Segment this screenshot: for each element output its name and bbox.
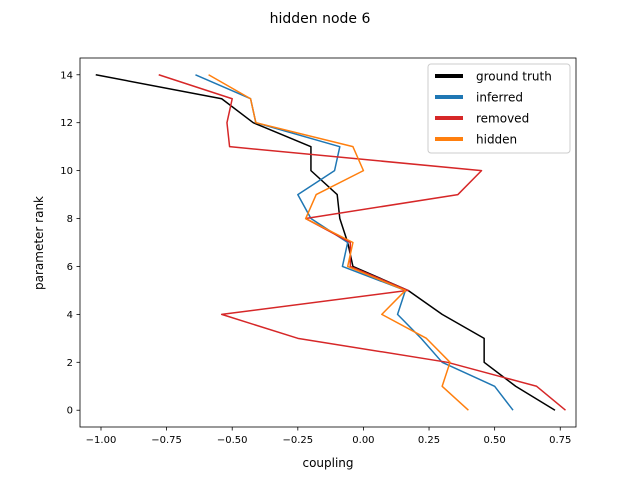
x-tick-label: −0.75 bbox=[151, 435, 182, 446]
series-line-removed bbox=[158, 74, 566, 411]
x-tick-label: −0.25 bbox=[282, 435, 313, 446]
x-tick-label: 0.25 bbox=[418, 435, 440, 446]
x-tick-label: 0.75 bbox=[549, 435, 571, 446]
series-line-hidden bbox=[208, 74, 469, 411]
y-tick-label: 8 bbox=[67, 214, 73, 225]
legend-label: removed bbox=[476, 112, 529, 126]
plot-area: −1.00 −0.75 −0.50 −0.25 0.00 0.25 0.50 0.75 0 2 4… bbox=[60, 57, 577, 446]
legend-label: inferred bbox=[476, 91, 523, 105]
y-axis-ticks: 0 2 4 6 8 10 12 14 bbox=[60, 70, 80, 417]
y-tick-label: 14 bbox=[60, 70, 73, 81]
x-tick-label: 0.00 bbox=[352, 435, 374, 446]
y-tick-label: 4 bbox=[67, 310, 73, 321]
legend: ground truth inferred removed hidden bbox=[427, 63, 571, 154]
series-line-inferred bbox=[195, 74, 514, 411]
legend-label: ground truth bbox=[476, 70, 552, 84]
legend-label: hidden bbox=[476, 133, 517, 147]
y-tick-label: 10 bbox=[60, 166, 73, 177]
chart-title: hidden node 6 bbox=[270, 11, 371, 27]
x-axis-ticks: −1.00 −0.75 −0.50 −0.25 0.00 0.25 0.50 0.75 bbox=[86, 427, 571, 446]
y-axis-label: parameter rank bbox=[32, 196, 46, 290]
y-tick-label: 2 bbox=[67, 358, 73, 369]
axes-frame bbox=[79, 57, 577, 428]
x-tick-label: 0.50 bbox=[484, 435, 506, 446]
series-lines bbox=[95, 74, 566, 411]
x-axis-label: coupling bbox=[302, 456, 353, 470]
y-tick-label: 0 bbox=[67, 406, 73, 417]
x-tick-label: −0.50 bbox=[217, 435, 248, 446]
y-tick-label: 12 bbox=[60, 118, 73, 129]
legend-frame bbox=[427, 63, 571, 154]
x-tick-label: −1.00 bbox=[86, 435, 117, 446]
y-tick-label: 6 bbox=[67, 262, 73, 273]
